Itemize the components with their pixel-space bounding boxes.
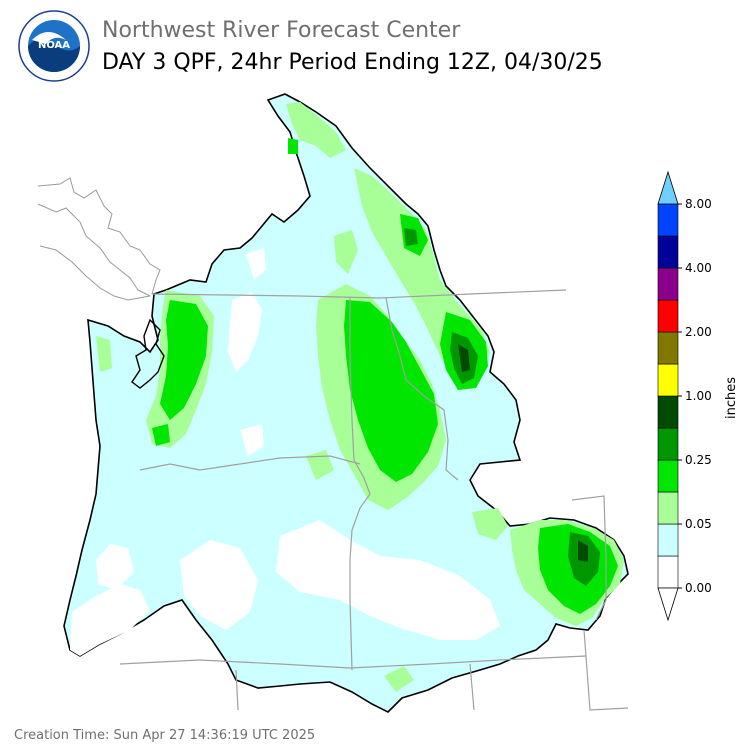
- colorbar-bin: [657, 523, 679, 557]
- creation-time: Creation Time: Sun Apr 27 14:36:19 UTC 2…: [14, 728, 316, 743]
- colorbar-bin: [657, 299, 679, 333]
- colorbar-unit-label: inches: [724, 377, 739, 419]
- colorbar-bin: [657, 363, 679, 397]
- colorbar-tick-label: 1.00: [685, 389, 712, 403]
- colorbar-bin: [657, 427, 679, 461]
- colorbar-tick-label: 0.05: [685, 517, 712, 531]
- svg-text:NOAA: NOAA: [38, 40, 70, 51]
- colorbar-tick-label: 0.00: [685, 581, 712, 595]
- colorbar-tick-label: 8.00: [685, 197, 712, 211]
- state-boundaries: [119, 289, 629, 711]
- colorbar-bin: [657, 459, 679, 493]
- darkest-green-areas: [458, 344, 588, 562]
- colorbar-bin: [657, 235, 679, 269]
- coastline-outline: [37, 177, 161, 301]
- green-areas: [152, 138, 618, 614]
- colorbar-bin: [657, 267, 679, 301]
- colorbar-bottom-arrow: [657, 587, 679, 622]
- colorbar-tick-label: 4.00: [685, 261, 712, 275]
- colorbar-tick-label: 0.25: [685, 453, 712, 467]
- no-precip-areas: [70, 248, 500, 656]
- colorbar-bin: [657, 491, 679, 525]
- product-title: DAY 3 QPF, 24hr Period Ending 12Z, 04/30…: [102, 50, 603, 75]
- colorbar-tick-label: 2.00: [685, 325, 712, 339]
- colorbar-bin: [657, 203, 679, 237]
- colorbar-bin: [657, 331, 679, 365]
- agency-title: Northwest River Forecast Center: [102, 18, 461, 43]
- coastline: [131, 318, 165, 389]
- noaa-logo: NOAA: [18, 10, 90, 82]
- colorbar: 0.00 0.05 0.25 1.00 2.00 4.00 8.00 inches: [657, 170, 739, 622]
- colorbar-top-arrow: [657, 170, 679, 205]
- colorbar-bin: [657, 555, 679, 589]
- colorbar-bin: [657, 395, 679, 429]
